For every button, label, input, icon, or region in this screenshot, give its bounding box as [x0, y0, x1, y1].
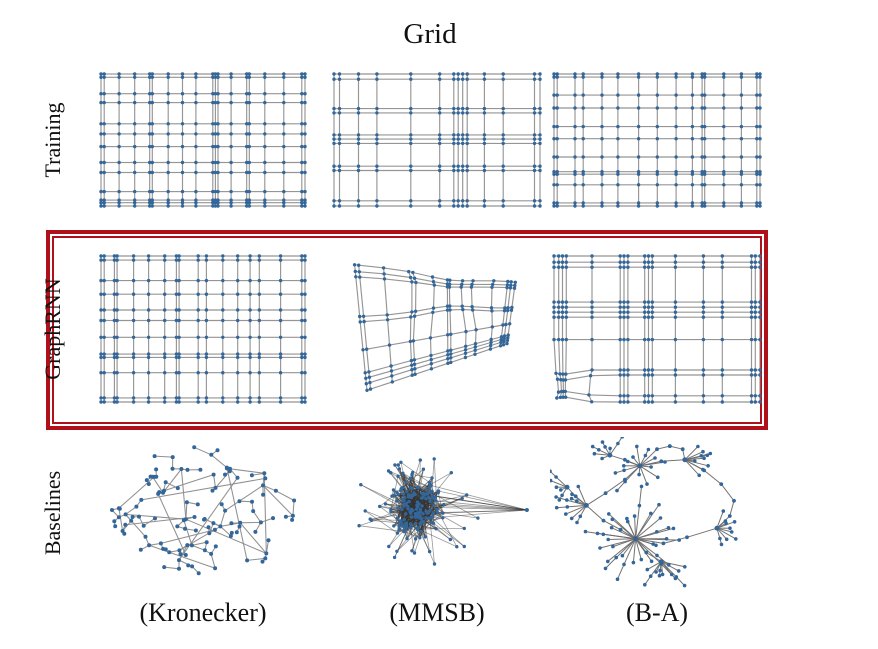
row-label-training: Training [40, 102, 65, 178]
panel-training-grid-col-kronecker [97, 70, 309, 210]
col-label-ba: (B-A) [625, 598, 689, 627]
panel-graphrnn-grid-warped [330, 252, 544, 406]
row-label-baselines: Baselines [40, 470, 65, 556]
graphrnn-highlight-box [46, 230, 768, 430]
panel-training-grid-col-ba [550, 70, 764, 210]
graphrnn-highlight-box-inner [52, 236, 762, 424]
panel-baseline-mmsb-graph [330, 437, 544, 589]
col-label-mmsb: (MMSB) [389, 598, 485, 627]
panel-baseline-ba-graph [550, 437, 764, 589]
panel-baseline-kronecker-graph [97, 437, 309, 589]
row-label-graphrnn: GraphRNN [40, 278, 65, 380]
panel-graphrnn-grid-corner-defect [550, 252, 764, 406]
panel-training-grid-col-mmsb [330, 70, 544, 210]
col-label-kronecker: (Kronecker) [139, 598, 267, 627]
panel-graphrnn-grid-regular [97, 252, 309, 406]
figure-title: Grid [403, 18, 457, 50]
